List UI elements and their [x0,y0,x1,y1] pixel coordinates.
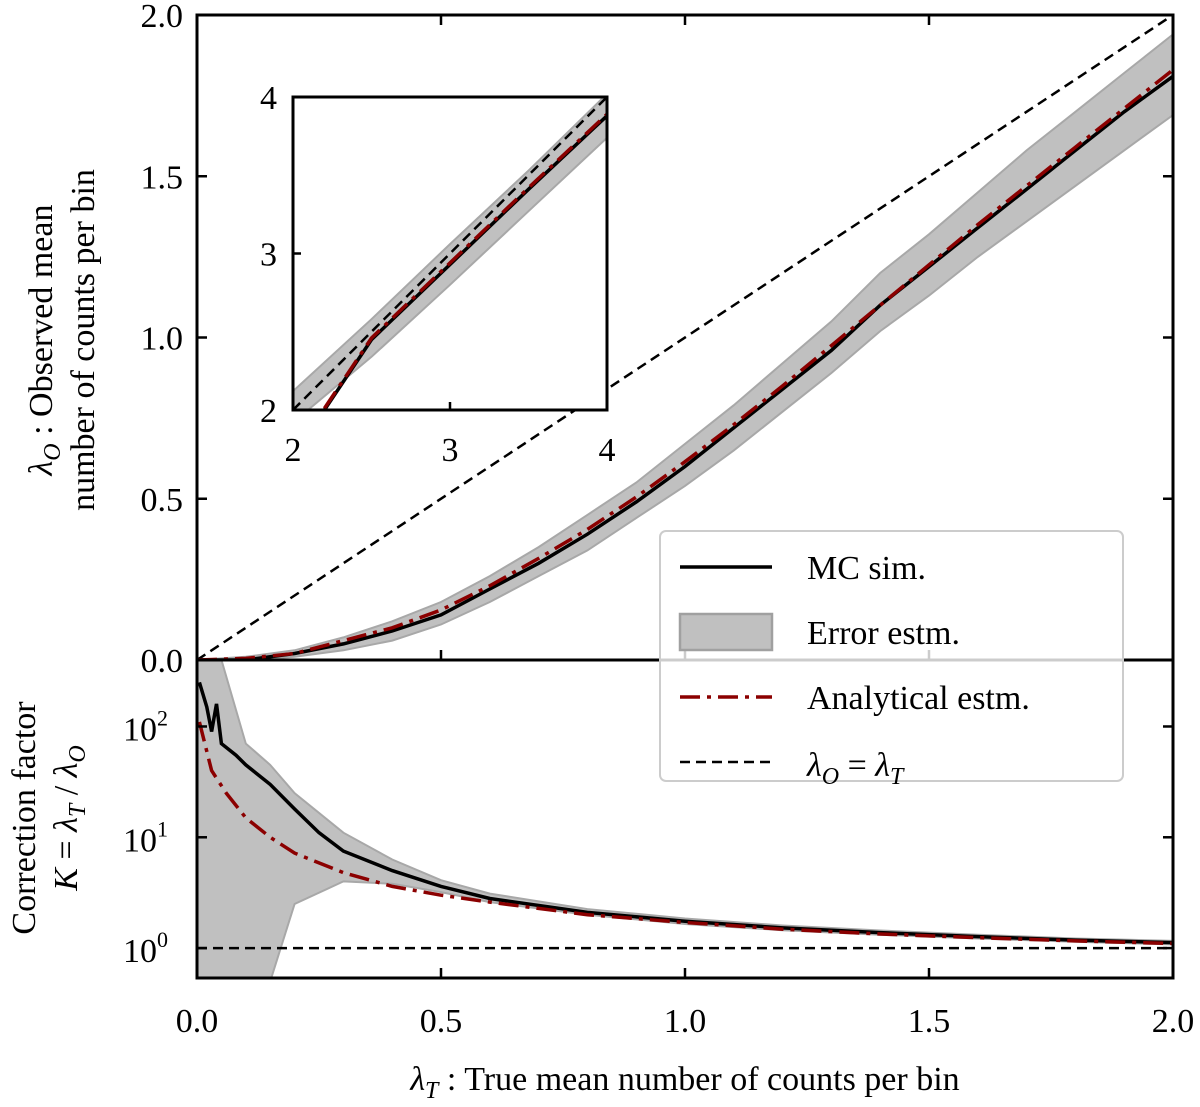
bottom-y-tick-label: 102 [123,705,168,748]
svg-text:λO : Observed mean: λO : Observed mean [23,205,66,477]
tick-labels: 0.0 0.5 1.0 1.5 2.0 0.0 0.5 1.0 1.5 2.0 100 101 102 2… [123,0,1194,1040]
legend-mc-label: MC sim. [807,550,926,587]
inset-identity-line [293,97,607,410]
svg-text:K = λT / λO: K = λT / λO [48,745,91,892]
legend: MC sim. Error estm. Analytical estm. λO … [659,530,1124,790]
x-tick-label: 0.5 [420,1003,463,1040]
inset-x-tick-label: 3 [442,432,459,469]
inset-analytical-line [322,112,607,410]
bottom-y-tick-label: 100 [123,927,168,970]
legend-identity-label: λO = λT [806,747,905,790]
main-error-band [197,33,1173,660]
main-y-tick-label: 0.0 [141,643,184,680]
bottom-error-band [197,660,1173,978]
main-y-tick-label: 1.0 [141,321,184,358]
main-analytical-line [197,68,1173,660]
bottom-y-tick-label: 101 [123,816,168,859]
bottom-plot-data [197,660,1173,978]
main-y-tick-label: 0.5 [141,482,184,519]
inset-x-tick-label: 2 [285,432,302,469]
y-axis-label-bottom: Correction factor K = λT / λO [6,701,91,935]
inset-y-tick-label: 3 [260,237,277,274]
y-axis-label-main: λO : Observed mean number of counts per … [23,169,102,511]
main-plot-data [197,15,1173,660]
inset-y-tick-label: 4 [260,80,277,117]
x-tick-label: 2.0 [1152,1003,1195,1040]
x-axis-label: λT : True mean number of counts per bin [409,1061,959,1104]
main-identity-line [197,15,1173,660]
svg-text:Correction factor: Correction factor [6,701,43,935]
legend-box [659,530,1124,782]
bottom-analytical-line [197,721,1173,946]
legend-error-swatch [678,612,774,652]
legend-error-label: Error estm. [807,615,960,652]
inset-y-tick-label: 2 [260,393,277,430]
main-y-tick-label: 1.5 [141,159,184,196]
x-tick-label: 1.0 [664,1003,707,1040]
svg-text:number of counts per bin: number of counts per bin [65,169,102,511]
main-y-tick-label: 2.0 [141,0,184,35]
inset-x-tick-label: 4 [599,432,616,469]
legend-analytical-label: Analytical estm. [807,680,1030,717]
inset-plot-data [293,97,607,410]
main-mc-line [197,74,1173,660]
x-tick-label: 0.0 [176,1003,219,1040]
x-tick-label: 1.5 [908,1003,951,1040]
